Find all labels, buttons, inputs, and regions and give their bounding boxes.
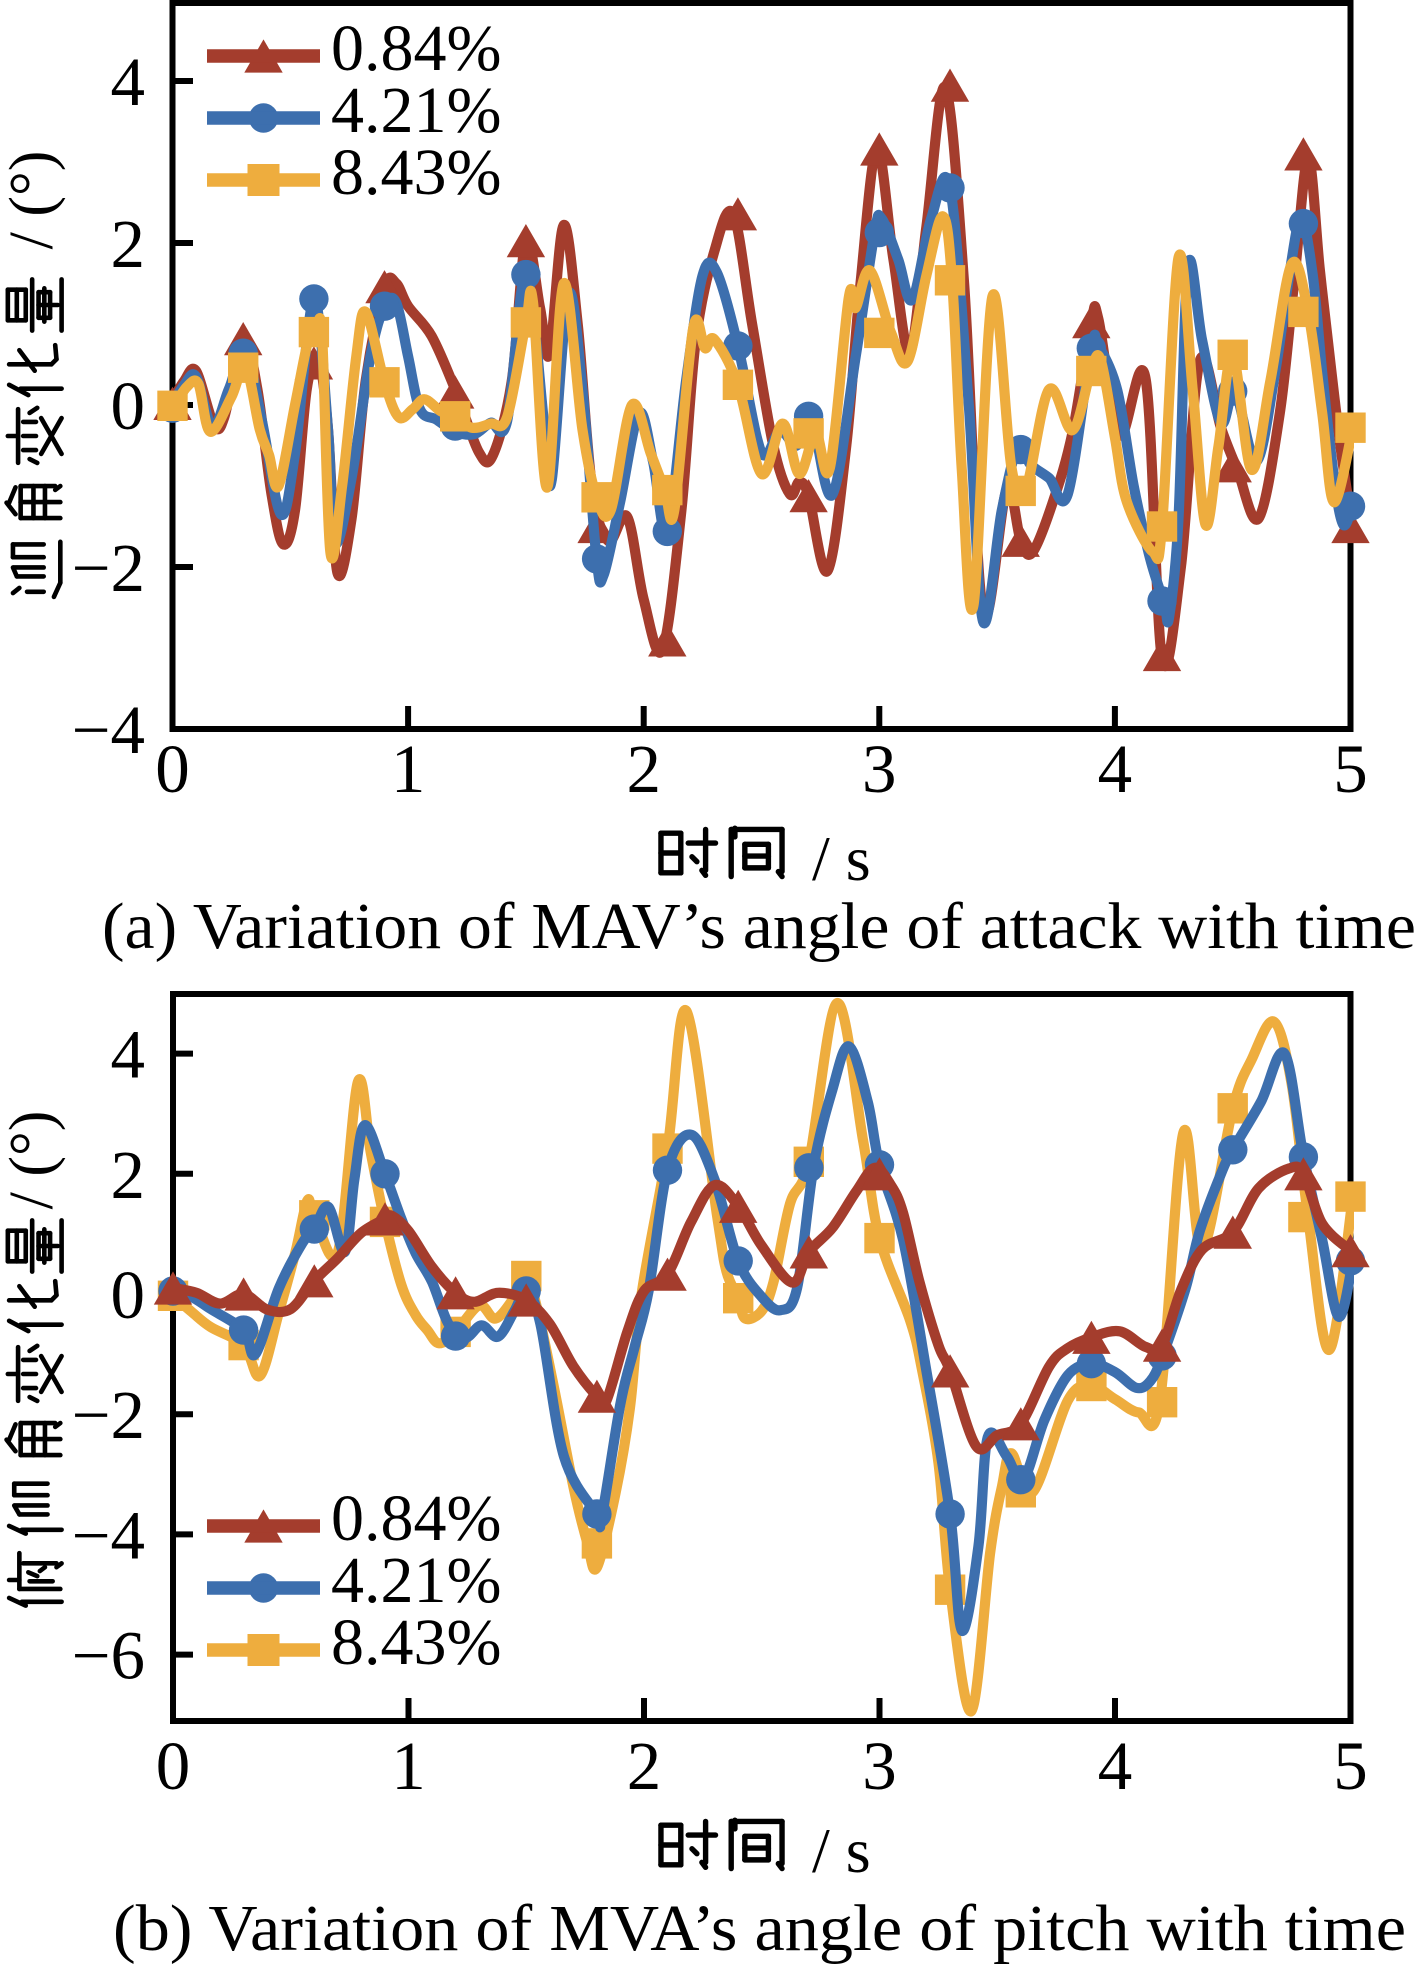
- svg-text:−2: −2: [72, 1377, 145, 1453]
- svg-text:(a) Variation of MAV’s angle o: (a) Variation of MAV’s angle of attack w…: [102, 890, 1416, 963]
- svg-text:8.43%: 8.43%: [331, 136, 501, 209]
- svg-text:5: 5: [1333, 731, 1368, 807]
- svg-text:(b) Variation of MVA’s angle o: (b) Variation of MVA’s angle of pitch wi…: [113, 1892, 1406, 1965]
- svg-text:1: 1: [391, 731, 426, 807]
- svg-text:/ (°): / (°): [0, 1111, 66, 1210]
- svg-text:0: 0: [111, 1257, 146, 1333]
- svg-text:1: 1: [391, 1728, 426, 1804]
- svg-text:8.43%: 8.43%: [331, 1606, 501, 1679]
- svg-text:/ (°): / (°): [0, 151, 66, 250]
- svg-text:4: 4: [1098, 1728, 1133, 1804]
- svg-text:4.21%: 4.21%: [331, 1544, 501, 1617]
- svg-text:2: 2: [111, 206, 146, 282]
- svg-text:0: 0: [156, 1728, 191, 1804]
- svg-text:4: 4: [111, 1017, 146, 1093]
- svg-text:/ s: / s: [812, 823, 871, 894]
- svg-text:0.84%: 0.84%: [331, 1482, 501, 1555]
- svg-text:−2: −2: [72, 530, 145, 606]
- svg-text:3: 3: [862, 731, 897, 807]
- svg-text:3: 3: [862, 1728, 897, 1804]
- svg-text:0: 0: [111, 368, 146, 444]
- svg-text:−4: −4: [72, 692, 145, 768]
- svg-text:2: 2: [111, 1137, 146, 1213]
- svg-text:/ s: / s: [812, 1815, 871, 1886]
- svg-text:0.84%: 0.84%: [331, 12, 501, 85]
- svg-text:0: 0: [155, 731, 190, 807]
- svg-text:2: 2: [626, 731, 661, 807]
- svg-text:2: 2: [627, 1728, 662, 1804]
- svg-text:4: 4: [1098, 731, 1133, 807]
- svg-text:5: 5: [1333, 1728, 1368, 1804]
- svg-text:4.21%: 4.21%: [331, 74, 501, 147]
- svg-text:−6: −6: [72, 1618, 145, 1694]
- svg-text:−4: −4: [72, 1497, 145, 1573]
- svg-text:4: 4: [111, 44, 146, 120]
